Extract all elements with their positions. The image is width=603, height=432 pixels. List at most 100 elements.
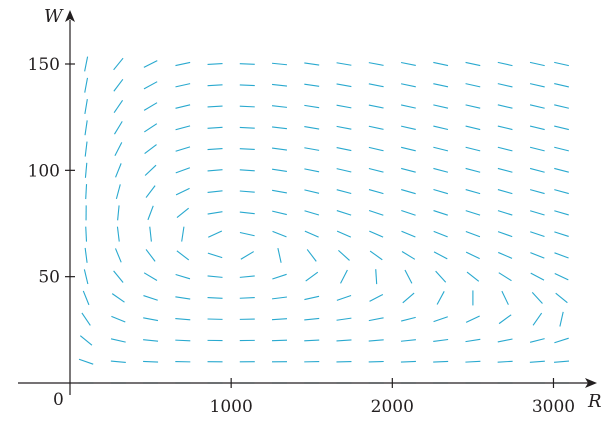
slope-segment bbox=[466, 190, 480, 194]
slope-segment bbox=[554, 168, 569, 172]
slope-segment bbox=[554, 190, 568, 194]
slope-segment bbox=[85, 78, 88, 93]
slope-segment bbox=[369, 147, 384, 150]
origin-label: 0 bbox=[53, 390, 64, 410]
slope-segment bbox=[208, 170, 223, 171]
slope-segment bbox=[498, 147, 513, 151]
slope-segment bbox=[530, 105, 545, 108]
slope-segment bbox=[146, 186, 155, 198]
slope-segment bbox=[305, 211, 319, 215]
slope-segment bbox=[240, 170, 255, 171]
slope-segment bbox=[272, 148, 287, 150]
slope-segment bbox=[433, 62, 448, 65]
slope-segment bbox=[433, 340, 448, 342]
slope-segment bbox=[466, 126, 481, 129]
x-tick-label: 1000 bbox=[210, 397, 253, 417]
slope-segment bbox=[116, 184, 120, 198]
slope-segment bbox=[433, 126, 448, 129]
slope-segments bbox=[79, 57, 569, 383]
slope-segment bbox=[434, 317, 448, 322]
slope-segment bbox=[465, 339, 480, 341]
slope-segment bbox=[498, 211, 512, 215]
slope-segment bbox=[240, 298, 255, 299]
slope-segment bbox=[272, 211, 287, 214]
slope-segment bbox=[143, 296, 157, 301]
slope-segment bbox=[304, 296, 319, 299]
slope-segment bbox=[150, 227, 152, 242]
slope-segment bbox=[556, 293, 568, 302]
slope-segment bbox=[305, 231, 319, 237]
slope-segment bbox=[370, 294, 383, 301]
slope-segment bbox=[240, 106, 255, 107]
slope-segment bbox=[82, 313, 90, 325]
slope-segment bbox=[466, 105, 481, 108]
slope-segment bbox=[401, 84, 416, 87]
slope-segment bbox=[80, 336, 92, 345]
slope-segment bbox=[272, 127, 287, 129]
slope-segment bbox=[530, 168, 545, 172]
slope-segment bbox=[401, 361, 416, 362]
y-tick-label: 100 bbox=[28, 161, 60, 181]
slope-segment bbox=[148, 206, 153, 220]
slope-segment bbox=[177, 251, 189, 260]
slope-segment bbox=[114, 58, 123, 70]
slope-segment bbox=[175, 297, 190, 299]
slope-segment bbox=[304, 148, 319, 151]
slope-segment bbox=[240, 85, 255, 86]
slope-segment bbox=[369, 318, 384, 321]
slope-segment bbox=[530, 84, 545, 87]
slope-segment bbox=[433, 84, 448, 87]
slope-segment bbox=[177, 208, 189, 217]
slope-segment bbox=[273, 231, 287, 237]
slope-segment bbox=[240, 191, 255, 192]
slope-segment bbox=[498, 168, 513, 172]
slope-segment bbox=[369, 84, 384, 87]
slope-segment bbox=[176, 275, 190, 279]
slope-segment bbox=[554, 62, 569, 65]
slope-segment bbox=[433, 147, 448, 151]
slope-segment bbox=[530, 190, 544, 194]
slope-segment bbox=[208, 64, 223, 65]
slope-segment bbox=[337, 190, 352, 194]
y-tick-label: 150 bbox=[28, 55, 60, 75]
slope-segment bbox=[499, 315, 511, 324]
slope-segment bbox=[402, 231, 416, 237]
slope-segment bbox=[498, 105, 513, 108]
slope-segment bbox=[530, 211, 544, 215]
slope-segment bbox=[144, 124, 157, 132]
slope-segment bbox=[337, 148, 352, 151]
slope-segment bbox=[208, 298, 223, 299]
slope-segment bbox=[272, 106, 287, 108]
slope-segment bbox=[554, 361, 569, 362]
slope-segment bbox=[369, 231, 383, 237]
slope-segment bbox=[208, 231, 222, 237]
slope-segment bbox=[498, 361, 513, 362]
slope-segment bbox=[208, 253, 222, 258]
slope-segment bbox=[145, 145, 157, 154]
slope-segment bbox=[116, 163, 122, 177]
slope-segment bbox=[341, 270, 348, 283]
slope-segment bbox=[531, 273, 544, 280]
slope-segment bbox=[240, 233, 255, 236]
slope-segment bbox=[554, 338, 568, 343]
slope-segment bbox=[272, 63, 287, 65]
slope-segment bbox=[84, 269, 87, 284]
slope-segment bbox=[370, 251, 382, 260]
slope-segment bbox=[554, 105, 569, 108]
slope-segment bbox=[304, 190, 319, 193]
slope-segment bbox=[111, 361, 126, 362]
slope-segment bbox=[401, 63, 416, 66]
slope-segment bbox=[530, 253, 544, 258]
slope-segment bbox=[401, 211, 415, 216]
slope-segment bbox=[466, 232, 480, 237]
slope-segment bbox=[433, 168, 448, 172]
slope-segment bbox=[436, 271, 446, 282]
slope-segment bbox=[175, 62, 190, 65]
slope-segment bbox=[112, 294, 124, 303]
slope-segment bbox=[555, 273, 569, 279]
slope-segment bbox=[304, 169, 319, 172]
slope-segment bbox=[208, 85, 223, 86]
slope-segment bbox=[111, 339, 126, 342]
